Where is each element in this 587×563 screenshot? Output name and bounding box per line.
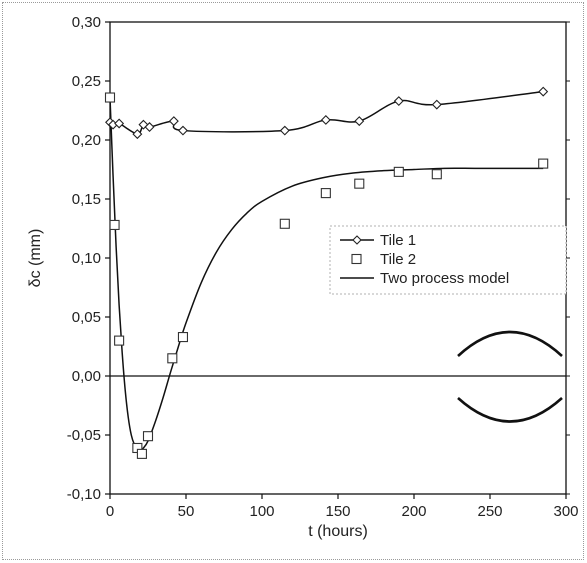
y-tick-label: 0,15: [72, 191, 101, 208]
tile1-point: [539, 87, 547, 95]
tile1-point: [179, 126, 187, 134]
tile2-point: [321, 189, 330, 198]
tile2-point: [115, 336, 124, 345]
legend-entry-label: Tile 2: [380, 251, 416, 268]
tile1-point: [281, 126, 289, 134]
inset-curvature-sketch: [458, 332, 562, 422]
tile2-point: [137, 449, 146, 458]
y-tick-label: 0,05: [72, 309, 101, 326]
y-axis-label: δc (mm): [27, 229, 44, 288]
x-tick-label: 100: [249, 503, 274, 520]
tile2-point: [144, 432, 153, 441]
tile2-point: [355, 179, 364, 188]
x-tick-label: 0: [106, 503, 114, 520]
y-tick-label: -0,10: [67, 486, 101, 503]
y-tick-label: -0,05: [67, 427, 101, 444]
x-axis-label: t (hours): [308, 523, 368, 540]
legend: Tile 1 Tile 2 Two process model: [330, 226, 566, 294]
series-line-0: [110, 92, 543, 134]
legend-square: [352, 255, 361, 264]
tile1-point: [170, 117, 178, 125]
tile2-point: [394, 167, 403, 176]
legend-entry-label: Two process model: [380, 270, 509, 287]
y-tick-label: 0,10: [72, 250, 101, 267]
y-tick-label: 0,25: [72, 73, 101, 90]
x-tick-label: 250: [477, 503, 502, 520]
x-tick-label: 200: [401, 503, 426, 520]
x-tick-label: 300: [553, 503, 578, 520]
y-tick-label: 0,00: [72, 368, 101, 385]
y-tick-label: 0,20: [72, 132, 101, 149]
tile2-point: [168, 354, 177, 363]
tile1-point: [395, 97, 403, 105]
tile2-point: [280, 219, 289, 228]
tile1-point: [355, 117, 363, 125]
tile2-point: [539, 159, 548, 168]
tile2-point: [106, 93, 115, 102]
y-tick-label: 0,30: [72, 14, 101, 31]
tile2-point: [110, 220, 119, 229]
tile1-point: [322, 116, 330, 124]
inset-concave-arc: [458, 398, 562, 422]
tile1-point: [433, 100, 441, 108]
tile2-point: [178, 333, 187, 342]
tile2-point: [432, 170, 441, 179]
x-tick-label: 50: [178, 503, 195, 520]
legend-entry-label: Tile 1: [380, 232, 416, 249]
x-tick-label: 150: [325, 503, 350, 520]
inset-convex-arc: [458, 332, 562, 356]
